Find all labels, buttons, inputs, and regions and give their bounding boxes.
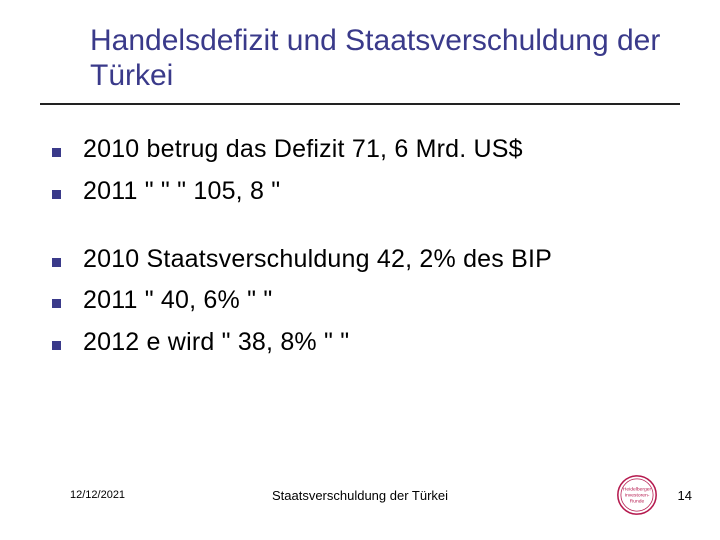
bullet-square-icon xyxy=(52,148,61,157)
logo-text-1: Heidelberger xyxy=(622,486,651,492)
bullet-item: 2011 " " " 105, 8 " xyxy=(52,175,680,209)
page-number: 14 xyxy=(678,488,692,503)
footer: 12/12/2021 Staatsverschuldung der Türkei… xyxy=(0,472,720,518)
content-area: 2010 betrug das Defizit 71, 6 Mrd. US$ 2… xyxy=(52,133,680,360)
bullet-square-icon xyxy=(52,258,61,267)
bullet-text: 2010 Staatsverschuldung 42, 2% des BIP xyxy=(83,243,552,277)
bullet-square-icon xyxy=(52,299,61,308)
logo-text-3: Runde xyxy=(629,499,644,505)
slide: Handelsdefizit und Staatsverschuldung de… xyxy=(0,0,720,540)
bullet-item: 2010 betrug das Defizit 71, 6 Mrd. US$ xyxy=(52,133,680,167)
title-underline xyxy=(40,103,680,105)
footer-right: Heidelberger Investoren- Runde 14 xyxy=(614,472,692,518)
bullet-text: 2011 " 40, 6% " " xyxy=(83,284,272,318)
bullet-text: 2011 " " " 105, 8 " xyxy=(83,175,280,209)
footer-title: Staatsverschuldung der Türkei xyxy=(272,488,448,503)
bullet-square-icon xyxy=(52,190,61,199)
bullet-item: 2011 " 40, 6% " " xyxy=(52,284,680,318)
slide-title: Handelsdefizit und Staatsverschuldung de… xyxy=(90,24,680,93)
logo-text-2: Investoren- xyxy=(624,493,649,499)
bullet-text: 2012 e wird " 38, 8% " " xyxy=(83,326,349,360)
bullet-item: 2012 e wird " 38, 8% " " xyxy=(52,326,680,360)
bullet-item: 2010 Staatsverschuldung 42, 2% des BIP xyxy=(52,243,680,277)
bullet-text: 2010 betrug das Defizit 71, 6 Mrd. US$ xyxy=(83,133,523,167)
footer-date: 12/12/2021 xyxy=(70,489,125,501)
logo-icon: Heidelberger Investoren- Runde xyxy=(614,472,660,518)
bullet-square-icon xyxy=(52,341,61,350)
